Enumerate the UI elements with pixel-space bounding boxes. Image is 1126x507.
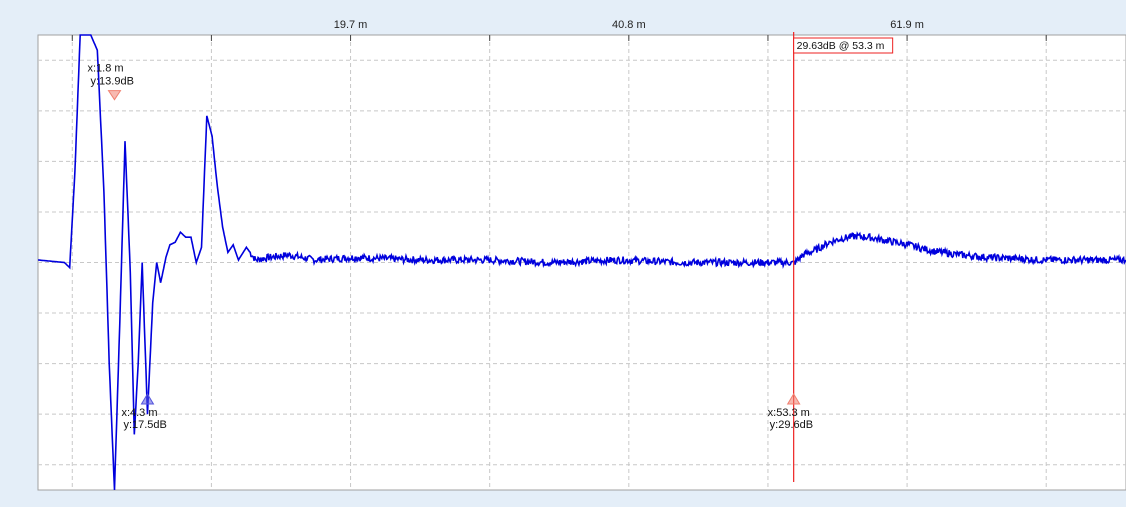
marker-x-readout: x:53.3 m [768,407,810,419]
x-tick-label: 40.8 m [612,19,646,31]
marker-y-readout: y:13.9dB [90,76,133,88]
marker-layer: x:1.8 my:13.9dB x:4.3 my:17.5dB x:53.3 my:… [87,63,813,431]
cursor-value-box [793,37,894,54]
x-tick-label: 61.9 m [890,19,924,31]
marker-y-readout: y:17.5dB [123,419,166,431]
cursor-layer[interactable]: 29.63dB @ 53.3 m [793,32,894,482]
x-axis-ticks: 19.7 m 40.8 m 61.9 m [71,19,1047,41]
marker-triangle-up-icon [786,393,801,405]
marker-x-readout: x:1.8 m [87,63,123,75]
cursor-value-label: 29.63dB @ 53.3 m [797,40,885,52]
marker-x-readout: x:4.3 m [121,407,157,419]
trace-layer [38,34,1126,491]
trace-line [38,34,1126,491]
marker-triangle-up-icon [140,393,155,405]
marker-triangle-down-icon [107,90,122,101]
x-tick-label: 19.7 m [334,19,368,31]
marker-y-readout: y:29.6dB [770,419,813,431]
